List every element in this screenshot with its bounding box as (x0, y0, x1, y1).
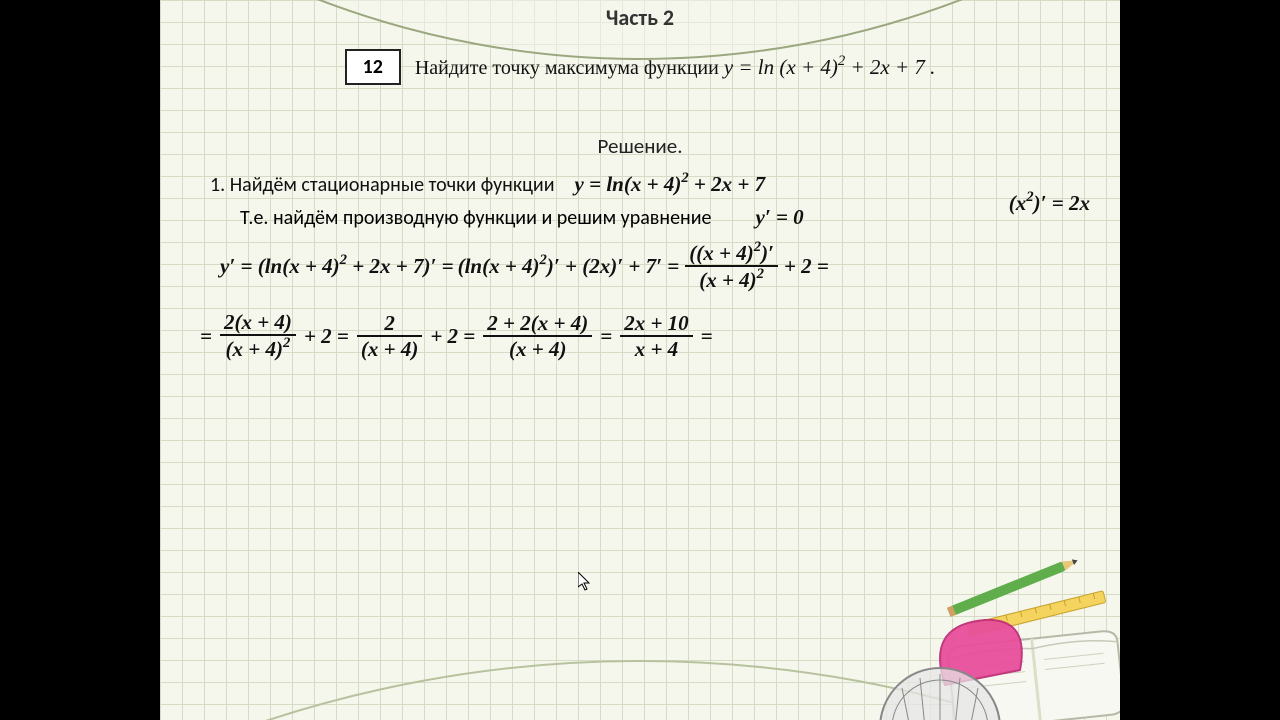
step-1-formula: y = ln(x + 4)2 + 2x + 7 (575, 171, 766, 197)
fraction-1: ((x + 4)2)′ (x + 4)2 (685, 240, 778, 292)
derivative-line-1: y′ = (ln(x + 4)2 + 2x + 7)′ = (ln(x + 4)… (220, 240, 1100, 292)
fraction-2: 2(x + 4) (x + 4)2 (220, 310, 296, 361)
yprime-zero: y′ = 0 (755, 205, 803, 230)
cursor-icon (578, 572, 594, 597)
problem-text: Найдите точку максимума функции y = ln (… (415, 54, 936, 80)
page-title: Часть 2 (180, 4, 1100, 31)
slide: Часть 2 12 Найдите точку максимума функц… (160, 0, 1120, 720)
derivative-line-2: = 2(x + 4) (x + 4)2 + 2 = 2 (x + 4) + 2 … (200, 310, 1100, 361)
fraction-4: 2 + 2(x + 4) (x + 4) (483, 311, 592, 361)
step-1-subtext: Т.е. найдём производную функции и решим … (240, 206, 711, 230)
solution-heading: Решение. (180, 133, 1100, 159)
school-supplies-decoration (870, 550, 1120, 720)
step-1-text: 1. Найдём стационарные точки функции (210, 173, 555, 197)
step-1-sub-row: Т.е. найдём производную функции и решим … (240, 205, 1100, 230)
problem-statement: 12 Найдите точку максимума функции y = l… (180, 49, 1100, 85)
side-derivative-hint: (x2)′ = 2x (1009, 190, 1090, 216)
fraction-5: 2x + 10 x + 4 (620, 311, 692, 361)
fraction-3: 2 (x + 4) (357, 311, 422, 361)
step-1-row: 1. Найдём стационарные точки функции y =… (210, 171, 1100, 197)
problem-number-box: 12 (345, 49, 401, 85)
problem-prefix: Найдите точку максимума функции (415, 57, 724, 79)
